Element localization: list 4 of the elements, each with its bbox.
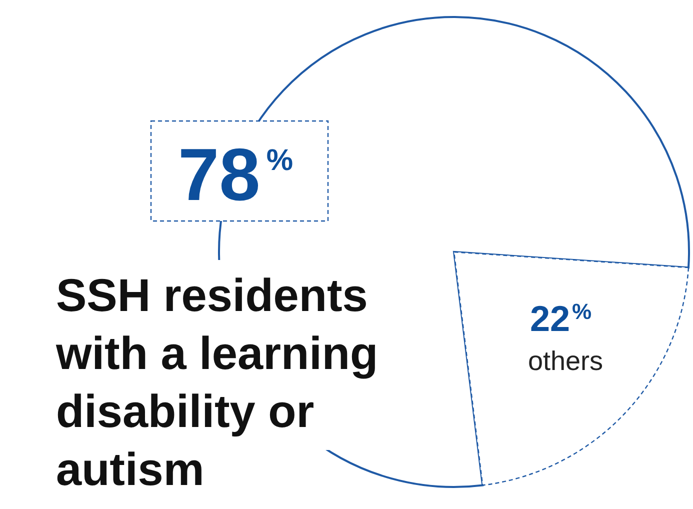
slice-label: others <box>528 346 604 376</box>
legend-label: SSH residents with a learning disability or autism <box>55 269 378 495</box>
data-label: 78% <box>178 133 293 216</box>
data-label: 22% <box>530 298 592 339</box>
